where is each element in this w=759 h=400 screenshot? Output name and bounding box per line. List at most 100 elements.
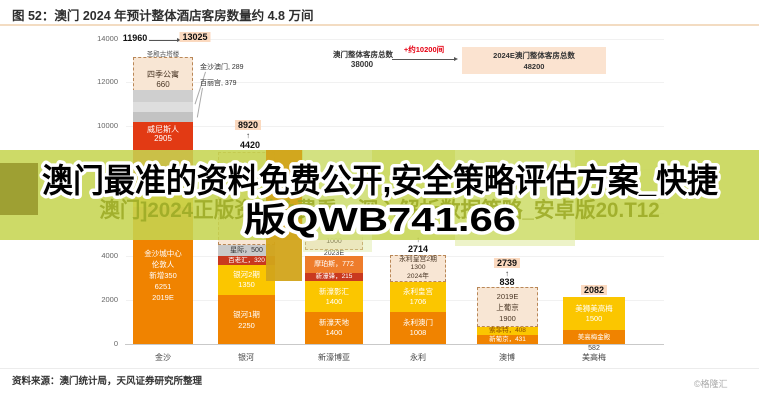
segment-label: 美高梅金殿 bbox=[577, 333, 611, 341]
segment-label: 新增350 bbox=[149, 271, 177, 280]
value-annotation: 13025 bbox=[179, 32, 211, 42]
segment-label: 永利澳门 bbox=[403, 318, 433, 327]
bar-segment: 银河1期 2250 bbox=[218, 295, 275, 344]
flow-arrow-line bbox=[392, 59, 454, 60]
gridline bbox=[126, 39, 664, 40]
segment-label: 1400 bbox=[325, 328, 343, 337]
bar-segment: 索菲特，408 bbox=[477, 327, 538, 335]
bar-segment: 星际，500 bbox=[218, 245, 275, 256]
flow-current-total-label: 澳门整体客房总数 bbox=[333, 50, 393, 59]
up-arrow-icon: ↑ bbox=[505, 269, 509, 278]
bar-segment: 永利皇宫 1706 bbox=[390, 282, 446, 312]
segment-label: 1900 bbox=[499, 313, 516, 323]
bar-segment: 永利澳门 1008 bbox=[390, 312, 446, 344]
value-annotation: 2739 bbox=[493, 258, 521, 268]
segment-label: 索菲特，408 bbox=[489, 327, 526, 334]
segment-label: 伦敦人 bbox=[151, 260, 175, 269]
watermark-patch-pale bbox=[455, 150, 575, 246]
value-annotation: 838 bbox=[499, 277, 515, 287]
flow-arrow-head bbox=[454, 56, 458, 61]
y-axis-tick: 0 bbox=[113, 339, 118, 348]
segment-label: 星际，500 bbox=[230, 247, 263, 254]
segment-label: 威尼斯人 bbox=[147, 125, 179, 134]
segment-label: 新濠锋，215 bbox=[315, 273, 353, 280]
watermark-patch-pale2 bbox=[303, 150, 372, 252]
watermark-banner-text: 澳门]2024正版资料免费看，深入解析数据策略_安卓版20.T12 bbox=[99, 199, 660, 222]
segment-label: 2905 bbox=[154, 134, 172, 143]
annotation-arrow-line bbox=[149, 40, 177, 41]
segment-label: 新葡京，431 bbox=[489, 336, 526, 343]
segment-label: 百老汇，320 bbox=[228, 257, 265, 264]
footer-divider bbox=[0, 368, 759, 369]
segment-label: 2019E bbox=[152, 293, 174, 302]
chart-title: 图 52：澳门 2024 年预计整体酒店客房数量约 4.8 万间 bbox=[12, 9, 314, 23]
value-annotation: 582 bbox=[588, 345, 600, 352]
value-annotation: 2714 bbox=[407, 244, 429, 254]
x-axis-category-label: 新濠博亚 bbox=[318, 353, 350, 362]
bar-segment: 新濠影汇 1400 bbox=[305, 281, 363, 312]
segment-label: 1706 bbox=[409, 297, 427, 306]
bar-segment: 新濠锋，215 bbox=[305, 273, 363, 281]
title-divider bbox=[0, 24, 759, 26]
up-arrow-icon: ↑ bbox=[246, 131, 250, 140]
x-axis-category-label: 美高梅 bbox=[582, 353, 606, 362]
segment-label: 6251 bbox=[154, 282, 172, 291]
segment-label: 新濠影汇 bbox=[319, 286, 349, 296]
bar-segment bbox=[133, 90, 193, 102]
bar-segment: 美狮美高梅 1500 bbox=[563, 297, 625, 330]
bar-segment: 新葡京，431 bbox=[477, 335, 538, 344]
watermark-patch-mustard bbox=[266, 150, 302, 281]
segment-label: 银河1期 bbox=[233, 309, 260, 319]
segment-label: 上葡京 bbox=[496, 302, 519, 312]
bar-segment-planned: 永利皇宫2期 1300 2024年 bbox=[390, 255, 446, 282]
flow-2024e-box: 2024E澳门整体客房总数 48200 bbox=[462, 47, 606, 74]
value-annotation: 4420 bbox=[239, 140, 261, 150]
segment-label: 新濠天地 bbox=[319, 318, 349, 327]
value-annotation: 8920 bbox=[234, 120, 262, 130]
value-annotation: 2023E bbox=[323, 250, 345, 257]
bar-segment: 银河2期 1350 bbox=[218, 265, 275, 295]
segment-label: 银河2期 bbox=[233, 270, 260, 279]
gridline bbox=[126, 126, 664, 127]
x-axis-category-label: 金沙 bbox=[155, 353, 171, 362]
segment-label: 永利皇宫2期 bbox=[399, 255, 437, 263]
y-axis-tick: 12000 bbox=[97, 77, 118, 86]
bar-segment bbox=[133, 112, 193, 122]
bar-segment bbox=[133, 102, 193, 112]
bar-segment: 美高梅金殿 bbox=[563, 330, 625, 344]
watermark-band bbox=[0, 150, 759, 240]
bar-segment: 摩珀斯，772 bbox=[305, 256, 363, 273]
y-axis-tick: 10000 bbox=[97, 121, 118, 130]
source-note: 资料来源：澳门统计局，天风证券研究所整理 bbox=[12, 376, 203, 387]
bar-topnote: 圣殿古塔楼 bbox=[146, 51, 180, 58]
x-axis-category-label: 永利 bbox=[410, 353, 426, 362]
flow-2024e-value: 48200 bbox=[523, 61, 545, 71]
y-axis-tick: 4000 bbox=[101, 251, 118, 260]
segment-callout: 百丽宫, 379 bbox=[200, 80, 237, 87]
segment-label: 2019E bbox=[496, 291, 519, 301]
flow-current-total-value: 38000 bbox=[350, 60, 374, 69]
segment-label: 1500 bbox=[585, 313, 603, 323]
bar-segment: 新濠天地 1400 bbox=[305, 312, 363, 344]
segment-label: 2024年 bbox=[407, 272, 429, 280]
x-axis-line bbox=[125, 344, 664, 345]
segment-label: 摩珀斯，772 bbox=[314, 261, 354, 268]
bar-segment-planned: 2019E 上葡京 1900 bbox=[477, 287, 538, 327]
flow-2024e-label: 2024E澳门整体客房总数 bbox=[493, 50, 575, 60]
segment-label: 美狮美高梅 bbox=[575, 303, 613, 313]
segment-callout: 金沙澳门, 289 bbox=[200, 64, 244, 71]
segment-label: 1400 bbox=[325, 296, 343, 306]
segment-label: 1300 bbox=[410, 264, 426, 272]
flow-delta-label: +约10200间 bbox=[403, 45, 445, 54]
value-annotation: 2082 bbox=[580, 285, 608, 295]
segment-label: 金沙城中心 bbox=[144, 249, 182, 258]
y-axis-tick: 14000 bbox=[97, 34, 118, 43]
segment-label: 1350 bbox=[238, 280, 255, 289]
gridline bbox=[126, 82, 664, 83]
segment-label: 四季公寓 bbox=[147, 69, 179, 79]
bar-segment: 百老汇，320 bbox=[218, 256, 275, 265]
y-axis-tick: 2000 bbox=[101, 295, 118, 304]
segment-label: 1008 bbox=[409, 328, 427, 337]
segment-label: 660 bbox=[156, 79, 170, 89]
